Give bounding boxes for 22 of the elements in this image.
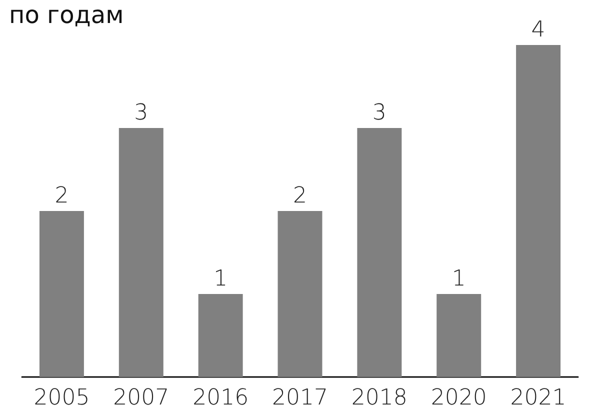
data-label: 3 (372, 100, 386, 126)
x-tick-label: 2007 (113, 386, 170, 410)
bar (516, 45, 561, 377)
x-tick-label: 2005 (34, 386, 90, 410)
x-tick-label: 2018 (351, 386, 408, 410)
data-label: 2 (54, 184, 69, 208)
bar (436, 294, 482, 377)
x-tick-label: 2016 (192, 386, 249, 410)
bar (357, 128, 402, 377)
x-tick-label: 2021 (510, 386, 566, 410)
x-tick-label: 2020 (430, 386, 487, 410)
x-tick-label: 2017 (272, 386, 328, 410)
data-label: 3 (134, 100, 148, 126)
bar (39, 211, 84, 377)
bar (198, 294, 243, 377)
bar (118, 128, 164, 377)
bar (278, 211, 322, 377)
chart-title: по годам (9, 1, 124, 29)
data-label: 4 (531, 18, 546, 42)
data-label: 2 (293, 184, 307, 208)
data-label: 1 (452, 266, 466, 292)
data-label: 1 (214, 266, 228, 292)
